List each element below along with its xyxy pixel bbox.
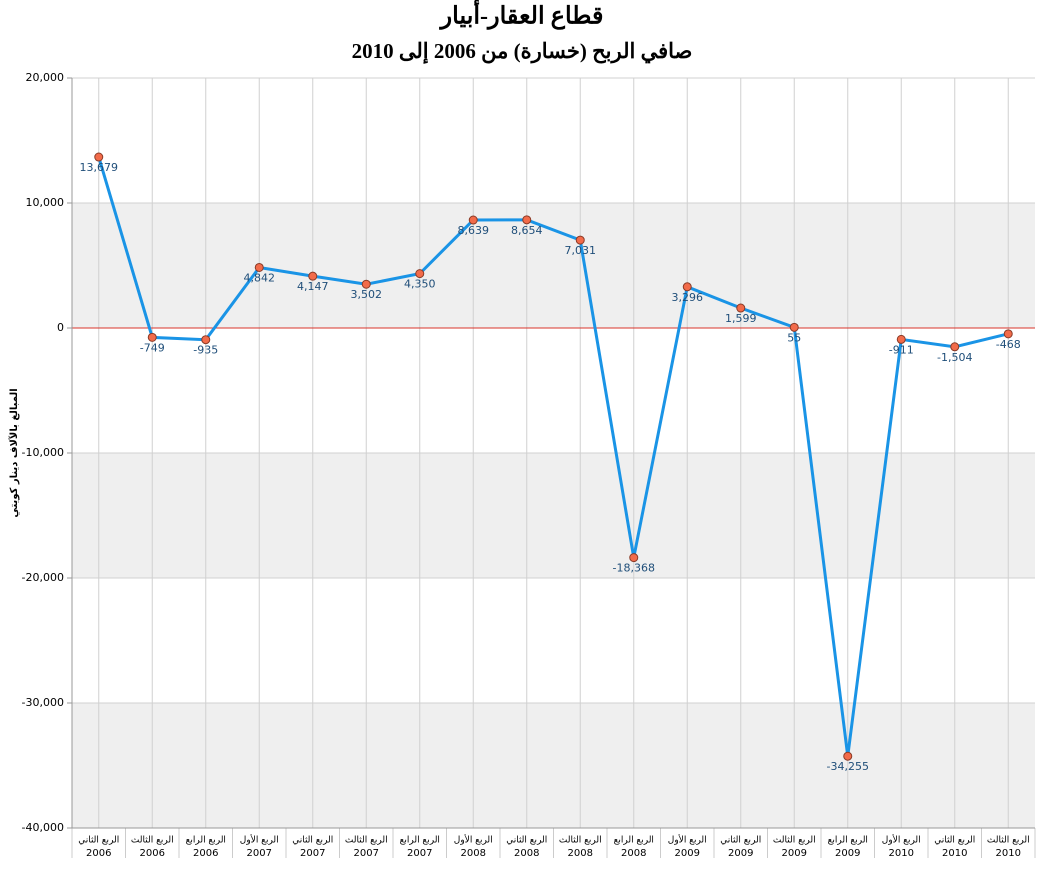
x-tick-label: 2009 [675,848,700,859]
data-label: 4,350 [404,278,436,291]
data-label: -1,504 [937,351,972,364]
y-axis-label: المبالغ بالآلاف دينار كويتي [8,388,20,517]
chart-subtitle: صافي الربح (خسارة) من 2006 إلى 2010 [352,39,693,64]
x-tick-label: الربع الثاني [720,836,761,846]
data-label: -18,368 [613,562,655,575]
data-point [522,215,532,225]
x-tick-label: الربع الأول [882,834,921,846]
x-tick-label: 2008 [621,848,646,859]
data-point [415,269,425,279]
data-point [682,282,692,292]
x-tick-label: الربع الثالث [345,836,388,846]
x-tick-label: الربع الأول [454,834,493,846]
data-point [147,332,157,342]
x-tick-label: 2006 [86,848,111,859]
data-label: 55 [787,331,801,344]
data-point [94,152,104,162]
data-label: 4,842 [244,271,276,284]
data-label: 3,502 [351,288,383,301]
data-label: -468 [996,338,1021,351]
x-tick-label: الربع الرابع [186,836,226,846]
x-tick-label: الربع الأول [668,834,707,846]
x-tick-label: 2008 [568,848,593,859]
data-label: -911 [889,343,914,356]
x-tick-label: الربع الثاني [78,836,119,846]
data-point [843,751,853,761]
data-label: 13,679 [80,161,119,174]
data-label: -935 [193,344,218,357]
x-tick-label: الربع الرابع [400,836,440,846]
data-point [950,342,960,352]
data-label: -749 [140,341,165,354]
data-point [361,279,371,289]
x-tick-label: الربع الرابع [828,836,868,846]
data-point [789,322,799,332]
x-tick-label: 2010 [942,848,967,859]
y-tick-label: -40,000 [22,821,64,834]
x-tick-label: 2008 [461,848,486,859]
y-tick-label: 20,000 [26,71,65,84]
data-point [201,335,211,345]
x-tick-label: 2006 [193,848,218,859]
x-tick-label: 2010 [889,848,914,859]
data-point [308,271,318,281]
x-tick-label: 2008 [514,848,539,859]
y-tick-label: 0 [57,321,64,334]
x-tick-label: 2007 [247,848,272,859]
x-tick-label: 2010 [996,848,1021,859]
data-label: 1,599 [725,312,757,325]
data-label: 8,654 [511,224,543,237]
x-tick-label: الربع الثالث [131,836,174,846]
x-tick-label: الربع الثاني [934,836,975,846]
plot-band [72,453,1035,578]
x-tick-label: الربع الثاني [506,836,547,846]
x-tick-label: 2006 [140,848,165,859]
y-tick-label: 10,000 [26,196,65,209]
data-point [575,235,585,245]
data-label: -34,255 [827,760,869,773]
data-point [736,303,746,313]
data-point [896,334,906,344]
x-tick-label: الربع الثالث [987,836,1030,846]
x-tick-label: 2009 [835,848,860,859]
data-point [468,215,478,225]
chart-title: قطاع العقار-أبيار [439,0,604,31]
x-tick-label: الربع الثاني [292,836,333,846]
x-tick-label: 2007 [354,848,379,859]
data-label: 7,031 [565,244,597,257]
x-tick-label: الربع الثالث [559,836,602,846]
data-line [97,156,1009,757]
y-tick-label: -20,000 [22,571,64,584]
data-point [1003,329,1013,339]
data-label: 8,639 [458,224,490,237]
x-tick-label: 2007 [407,848,432,859]
plot-band [72,703,1035,828]
x-tick-label: الربع الثالث [773,836,816,846]
data-point [254,262,264,272]
data-point [629,553,639,563]
plot-band [72,203,1035,328]
y-tick-label: -30,000 [22,696,64,709]
x-tick-label: 2009 [728,848,753,859]
x-tick-label: 2007 [300,848,325,859]
data-label: 3,296 [672,291,704,304]
x-tick-label: 2009 [782,848,807,859]
x-tick-label: الربع الرابع [614,836,654,846]
x-tick-label: الربع الأول [240,834,279,846]
y-tick-label: -10,000 [22,446,64,459]
data-label: 4,147 [297,280,329,293]
